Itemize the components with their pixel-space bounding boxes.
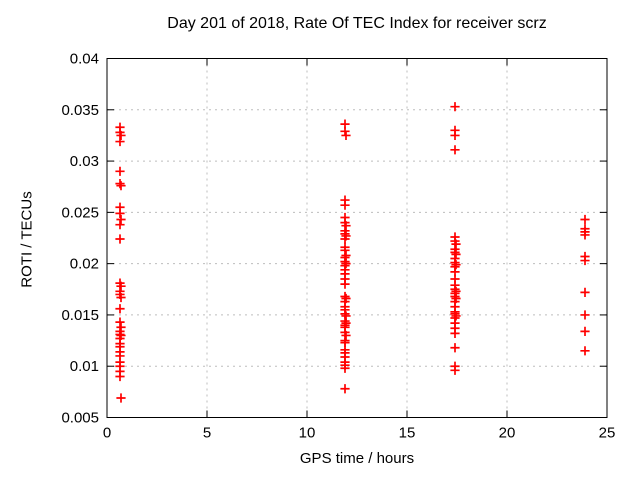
data-point-marker: [340, 279, 350, 289]
data-point-marker: [115, 317, 125, 327]
data-point-marker: [580, 346, 590, 356]
plot-border: [106, 58, 608, 418]
data-point-marker: [116, 393, 126, 403]
x-tick-label: 25: [599, 425, 616, 442]
data-point-marker: [341, 130, 351, 141]
data-point-marker: [116, 130, 126, 141]
data-point-marker: [580, 326, 590, 336]
data-point-marker: [115, 136, 125, 147]
data-point-marker: [451, 311, 461, 321]
data-point-marker: [341, 250, 351, 261]
data-point-marker: [115, 371, 125, 382]
data-point-marker: [341, 221, 351, 231]
data-point-marker: [115, 166, 125, 176]
y-tick-label: 0.02: [70, 256, 99, 273]
data-point-marker: [341, 318, 351, 328]
data-point-marker: [115, 304, 125, 314]
data-point-marker: [451, 249, 461, 260]
data-point-marker: [115, 179, 125, 189]
data-point-marker: [340, 200, 350, 210]
data-point-marker: [116, 214, 126, 225]
data-point-marker: [450, 145, 460, 155]
x-tick-label: 5: [203, 425, 211, 442]
x-tick-label: 15: [399, 425, 416, 442]
x-tick-label: 10: [299, 425, 316, 442]
y-tick-label: 0.03: [70, 153, 99, 170]
data-point-marker: [450, 102, 460, 112]
data-point-marker: [450, 365, 460, 375]
data-point-marker: [340, 363, 350, 373]
data-point-marker: [450, 328, 460, 338]
data-point-marker: [450, 130, 460, 141]
chart-title: Day 201 of 2018, Rate Of TEC Index for r…: [167, 15, 547, 32]
x-tick-label: 0: [103, 425, 111, 442]
data-point-marker: [115, 208, 125, 218]
y-tick-label: 0.035: [61, 102, 99, 119]
x-tick-label: 20: [499, 425, 516, 442]
data-point-marker: [341, 330, 351, 341]
data-point-marker: [115, 220, 125, 230]
y-tick-label: 0.01: [70, 358, 99, 375]
y-tick-label: 0.005: [61, 410, 99, 427]
data-point-marker: [450, 343, 460, 353]
y-tick-label: 0.015: [61, 307, 99, 324]
data-point-marker: [451, 260, 461, 270]
data-point-marker: [340, 234, 350, 244]
data-point-marker: [116, 281, 126, 291]
y-tick-label: 0.025: [61, 204, 99, 221]
data-point-marker: [116, 292, 126, 303]
data-point-marker: [340, 126, 350, 136]
data-point-marker: [580, 287, 590, 297]
y-tick-label: 0.04: [70, 51, 99, 68]
data-point-marker: [580, 214, 590, 225]
data-point-marker: [580, 310, 590, 320]
data-point-marker: [580, 230, 590, 240]
data-point-marker: [580, 255, 590, 266]
data-point-marker: [115, 234, 125, 244]
data-point-marker: [341, 259, 351, 269]
x-axis-label: GPS time / hours: [299, 450, 415, 467]
data-point-marker: [340, 384, 350, 394]
data-point-marker: [451, 239, 461, 249]
data-point-marker: [116, 322, 126, 332]
data-point-marker: [116, 181, 126, 191]
